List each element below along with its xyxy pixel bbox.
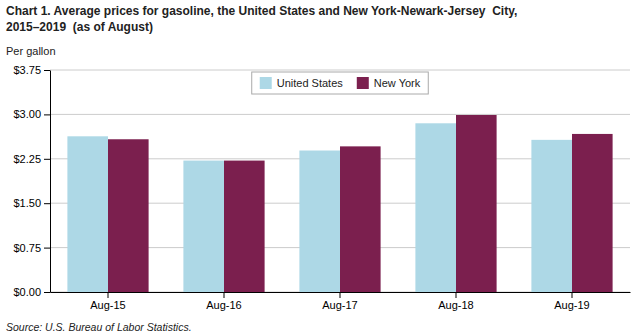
bar [108, 139, 149, 292]
x-tick-label: Aug-15 [90, 299, 125, 311]
y-tick-label: $0.75 [13, 242, 41, 254]
x-tick: Aug-17 [322, 292, 357, 311]
x-tick-label: Aug-18 [438, 299, 473, 311]
title: Chart 1. Average prices for gasoline, th… [6, 4, 517, 18]
y-tick: $3.75 [13, 64, 50, 76]
y-tick-label: $1.50 [13, 197, 41, 209]
bar [299, 151, 340, 292]
legend-label: New York [374, 77, 421, 89]
bar [183, 161, 224, 292]
legend-swatch [357, 77, 369, 89]
legend: United States New York [252, 72, 429, 94]
title: 2015–2019 (as of August) [6, 20, 153, 34]
x-tick-mark [108, 292, 109, 298]
y-axis: $0.00 $0.75 $1.50 $2.25 $3.00 $3.75 [13, 64, 50, 298]
x-tick-label: Aug-16 [206, 299, 241, 311]
y-tick-mark [44, 159, 50, 160]
legend-swatch [260, 77, 272, 89]
chart: Chart 1. Average prices for gasoline, th… [0, 0, 644, 336]
x-tick: Aug-19 [554, 292, 589, 311]
y-tick-label: $3.00 [13, 108, 41, 120]
y-tick-mark [44, 292, 50, 293]
y-tick-label: $3.75 [13, 64, 41, 76]
x-tick: Aug-15 [90, 292, 125, 311]
source: Source: U.S. Bureau of Labor Statistics. [6, 321, 192, 333]
x-tick-mark [572, 292, 573, 298]
x-tick-mark [340, 292, 341, 298]
bar [415, 123, 456, 292]
bar [224, 161, 265, 292]
bar [572, 134, 613, 292]
x-tick: Aug-16 [206, 292, 241, 311]
legend-label: United States [277, 77, 344, 89]
x-tick-mark [456, 292, 457, 298]
y-axis-title: Per gallon [6, 45, 56, 57]
x-tick-label: Aug-19 [554, 299, 589, 311]
bar [456, 115, 497, 292]
y-tick-mark [44, 114, 50, 115]
bar [67, 136, 108, 292]
grid-line [50, 114, 630, 115]
x-tick-mark [224, 292, 225, 298]
grid-line [50, 70, 630, 71]
y-tick: $1.50 [13, 197, 50, 209]
legend-box [252, 72, 429, 94]
bar [340, 146, 381, 292]
y-tick-label: $2.25 [13, 153, 41, 165]
y-axis-line [50, 71, 51, 293]
y-tick: $2.25 [13, 153, 50, 165]
y-tick-mark [44, 203, 50, 204]
bar [531, 140, 572, 292]
plot: $0.00$0.75$1.50$2.25$3.00$3.75Aug-15Aug-… [13, 64, 630, 311]
bar-series [108, 115, 613, 292]
y-tick: $3.00 [13, 108, 50, 120]
x-axis: Aug-15 Aug-16 Aug-17 Aug-18 Aug-19 [51, 292, 631, 311]
y-tick-mark [44, 70, 50, 71]
x-tick-label: Aug-17 [322, 299, 357, 311]
y-tick: $0.00 [13, 286, 50, 298]
y-tick-label: $0.00 [13, 286, 41, 298]
x-tick: Aug-18 [438, 292, 473, 311]
y-tick-mark [44, 248, 50, 249]
bars [67, 115, 612, 292]
grid [50, 70, 630, 292]
y-tick: $0.75 [13, 242, 50, 254]
